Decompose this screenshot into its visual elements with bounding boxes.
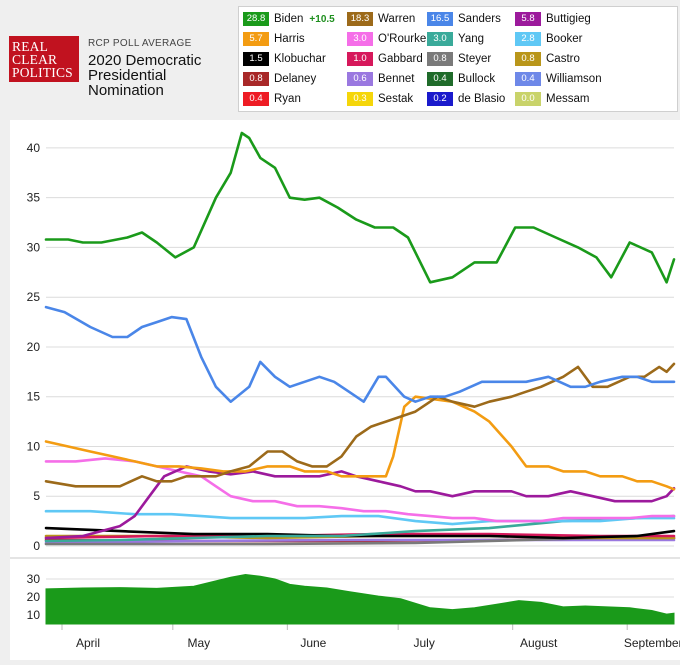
legend-item-o-rourke[interactable]: 3.0 O'Rourke xyxy=(347,32,426,47)
legend-item-steyer[interactable]: 0.8 Steyer xyxy=(427,52,491,67)
legend-value-badge: 3.0 xyxy=(347,32,373,46)
page-title: 2020 Democratic Presidential Nomination xyxy=(88,52,202,99)
sub-y-tick-label: 30 xyxy=(27,572,41,586)
legend-candidate-name: Delaney xyxy=(274,73,317,85)
legend-value-badge: 5.8 xyxy=(515,12,541,26)
series-line-buttigieg xyxy=(44,465,676,540)
y-tick-label: 20 xyxy=(27,340,41,354)
x-tick-label: April xyxy=(76,636,100,650)
legend-item-sanders[interactable]: 16.5 Sanders xyxy=(427,12,501,27)
legend-candidate-name: Messam xyxy=(546,93,590,105)
legend-candidate-name: O'Rourke xyxy=(378,33,427,45)
y-tick-label: 40 xyxy=(27,141,41,155)
y-tick-label: 35 xyxy=(27,191,41,205)
legend-item-yang[interactable]: 3.0 Yang xyxy=(427,32,484,47)
y-tick-label: 25 xyxy=(27,290,41,304)
y-tick-label: 30 xyxy=(27,240,41,254)
legend-item-de-blasio[interactable]: 0.2 de Blasio xyxy=(427,92,505,107)
series-line-warren xyxy=(44,362,676,488)
legend-value-badge: 0.3 xyxy=(347,92,373,106)
legend-value-badge: 0.4 xyxy=(515,72,541,86)
sub-y-tick-label: 20 xyxy=(27,590,41,604)
legend-item-booker[interactable]: 2.8 Booker xyxy=(515,32,582,47)
legend-value-badge: 18.3 xyxy=(347,12,373,26)
legend-value-badge: 5.7 xyxy=(243,32,269,46)
series-line-yang xyxy=(44,514,676,543)
legend-candidate-name: de Blasio xyxy=(458,93,506,105)
logo-line-2: CLEAR xyxy=(12,52,58,67)
legend-candidate-name: Gabbard xyxy=(378,53,423,65)
legend-item-bennet[interactable]: 0.6 Bennet xyxy=(347,72,414,87)
series-line-booker xyxy=(44,509,676,526)
legend-value-badge: 0.0 xyxy=(515,92,541,106)
x-tick-label: May xyxy=(187,636,210,650)
legend-value-badge: 0.8 xyxy=(515,52,541,66)
legend-candidate-name: Warren xyxy=(378,13,416,25)
legend-candidate-name: Bennet xyxy=(378,73,415,85)
x-tick-label: August xyxy=(520,636,558,650)
legend-item-harris[interactable]: 5.7 Harris xyxy=(243,32,305,47)
legend-candidate-name: Biden xyxy=(274,13,304,25)
x-tick-label: June xyxy=(300,636,326,650)
legend-candidate-name: Booker xyxy=(546,33,583,45)
chart-panel: 0 5 10 15 20 25 30 35 40 10 20 30 April May June July Au… xyxy=(10,120,680,660)
y-tick-label: 15 xyxy=(27,390,41,404)
legend-candidate-name: Sanders xyxy=(458,13,501,25)
legend-item-warren[interactable]: 18.3 Warren xyxy=(347,12,415,27)
legend-value-badge: 0.4 xyxy=(243,92,269,106)
series-line-biden xyxy=(44,131,676,284)
y-tick-label: 0 xyxy=(33,539,40,553)
legend-candidate-name: Sestak xyxy=(378,93,414,105)
legend-candidate-name: Williamson xyxy=(546,73,602,85)
legend-item-castro[interactable]: 0.8 Castro xyxy=(515,52,580,67)
poll-chart: 0 5 10 15 20 25 30 35 40 10 20 30 April May June July Au… xyxy=(10,131,680,650)
legend-value-badge: 0.2 xyxy=(427,92,453,106)
logo-line-3: POLITICS xyxy=(12,65,73,80)
series-line-sanders xyxy=(44,305,676,404)
legend-value-badge: 16.5 xyxy=(427,12,453,26)
spread-area-biden xyxy=(45,573,675,625)
legend-candidate-name: Buttigieg xyxy=(546,13,591,25)
legend-item-gabbard[interactable]: 1.0 Gabbard xyxy=(347,52,423,67)
legend-value-badge: 0.4 xyxy=(427,72,453,86)
legend-item-bullock[interactable]: 0.4 Bullock xyxy=(427,72,495,87)
logo-line-1: REAL xyxy=(12,39,49,54)
legend-item-messam[interactable]: 0.0 Messam xyxy=(515,92,589,107)
legend-item-biden[interactable]: 28.8 Biden +10.5 xyxy=(243,12,335,27)
y-tick-label: 10 xyxy=(27,439,41,453)
kicker: RCP POLL AVERAGE xyxy=(88,38,192,49)
series-line-klobuchar xyxy=(44,526,676,540)
rcp-logo[interactable]: REAL CLEAR POLITICS xyxy=(9,36,79,82)
legend-value-badge: 1.0 xyxy=(347,52,373,66)
legend-candidate-name: Klobuchar xyxy=(274,53,326,65)
legend-candidate-name: Castro xyxy=(546,53,580,65)
x-tick-label: July xyxy=(413,636,434,650)
legend-item-klobuchar[interactable]: 1.5 Klobuchar xyxy=(243,52,326,67)
legend-value-badge: 0.8 xyxy=(243,72,269,86)
legend-value-badge: 1.5 xyxy=(243,52,269,66)
legend-candidate-name: Bullock xyxy=(458,73,496,85)
legend-value-badge: 2.8 xyxy=(515,32,541,46)
legend-change: +10.5 xyxy=(309,14,335,25)
legend-item-ryan[interactable]: 0.4 Ryan xyxy=(243,92,301,107)
legend-item-delaney[interactable]: 0.8 Delaney xyxy=(243,72,316,87)
legend-value-badge: 28.8 xyxy=(243,12,269,26)
legend-value-badge: 0.8 xyxy=(427,52,453,66)
legend-candidate-name: Harris xyxy=(274,33,305,45)
legend-candidate-name: Steyer xyxy=(458,53,492,65)
legend-value-badge: 3.0 xyxy=(427,32,453,46)
header: REAL CLEAR POLITICS RCP POLL AVERAGE 202… xyxy=(0,0,680,118)
sub-y-tick-label: 10 xyxy=(27,608,41,622)
legend-item-sestak[interactable]: 0.3 Sestak xyxy=(347,92,413,107)
series-line-o-rourke xyxy=(44,457,676,523)
legend-box: 28.8 Biden +10.5 18.3 Warren 16.5 Sanders 5.8 Bu… xyxy=(238,6,678,112)
legend-candidate-name: Ryan xyxy=(274,93,301,105)
y-tick-label: 5 xyxy=(33,489,40,503)
legend-item-williamson[interactable]: 0.4 Williamson xyxy=(515,72,602,87)
legend-value-badge: 0.6 xyxy=(347,72,373,86)
x-tick-label: September xyxy=(624,636,680,650)
legend-candidate-name: Yang xyxy=(458,33,485,45)
legend-item-buttigieg[interactable]: 5.8 Buttigieg xyxy=(515,12,591,27)
series-line-harris xyxy=(44,395,676,491)
